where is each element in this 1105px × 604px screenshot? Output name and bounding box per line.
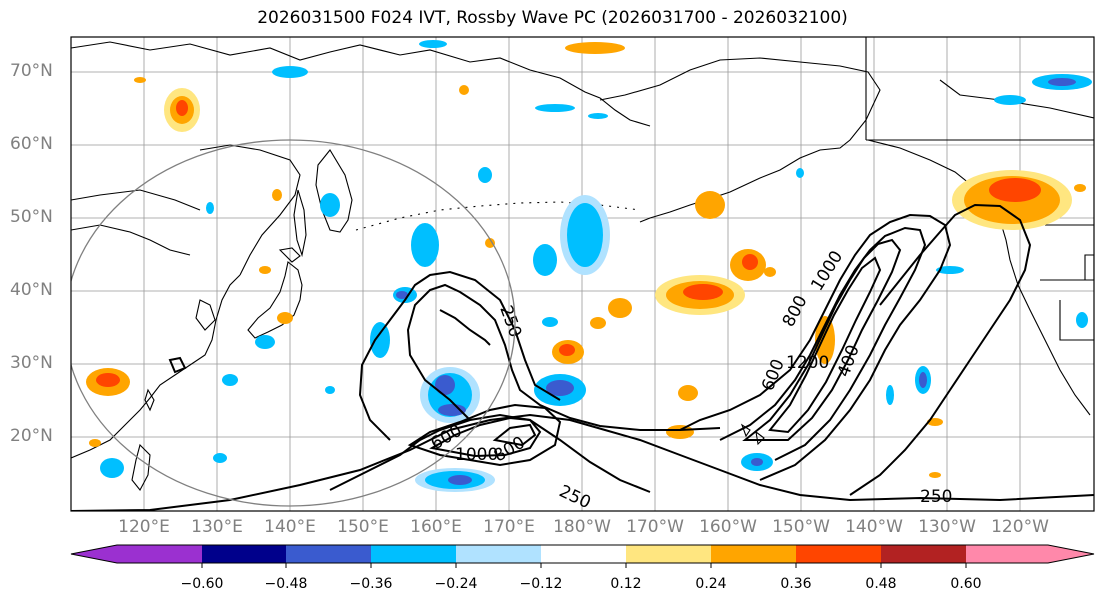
colorbar-segment xyxy=(626,545,712,563)
lon-label: 140°E xyxy=(264,517,316,537)
lon-label: 180°W xyxy=(553,517,611,537)
lon-label: 150°W xyxy=(772,517,830,537)
colorbar-segment xyxy=(966,545,1048,563)
map-frame xyxy=(70,36,1095,512)
contour-label: 1000 xyxy=(455,445,498,465)
colorbar-tick-label: −0.24 xyxy=(434,576,478,592)
lat-label: 50°N xyxy=(10,207,53,227)
colorbar-tick-label: −0.60 xyxy=(180,576,224,592)
lat-label: 40°N xyxy=(10,280,53,300)
colorbar-extend-min xyxy=(71,545,117,563)
contour-label: 1200 xyxy=(786,353,829,373)
lon-label: 150°E xyxy=(337,517,389,537)
colorbar-segment xyxy=(371,545,457,563)
colorbar-tick-label: 0.24 xyxy=(695,576,727,592)
colorbar-tick-label: 0.12 xyxy=(610,576,642,592)
lat-label: 60°N xyxy=(10,134,53,154)
ivt-positive-shading xyxy=(86,42,1086,478)
colorbar-segment xyxy=(286,545,372,563)
lon-label: 170°E xyxy=(483,517,535,537)
lon-label: 170°W xyxy=(626,517,684,537)
lon-label: 160°E xyxy=(410,517,462,537)
colorbar-segment xyxy=(796,545,882,563)
map-title: 2026031500 F024 IVT, Rossby Wave PC (202… xyxy=(257,8,848,28)
lat-label: 30°N xyxy=(10,353,53,373)
colorbar-outline xyxy=(70,544,1095,564)
lon-label: 160°W xyxy=(699,517,757,537)
lon-label: 130°E xyxy=(191,517,243,537)
reference-circle xyxy=(71,139,516,507)
colorbar-tick-label: 0.48 xyxy=(865,576,897,592)
lat-label: 20°N xyxy=(10,426,53,446)
lon-label: 120°W xyxy=(991,517,1049,537)
colorbar-tick-label: 0.36 xyxy=(780,576,812,592)
lon-label: 120°E xyxy=(118,517,170,537)
rossby-contours xyxy=(71,203,1094,511)
colorbar-segment xyxy=(541,545,627,563)
colorbar-tick-label: −0.48 xyxy=(264,576,308,592)
colorbar-tick-label: −0.36 xyxy=(349,576,393,592)
colorbar-segment xyxy=(202,545,287,563)
ivt-negative-shading xyxy=(100,40,1092,492)
lat-label: 70°N xyxy=(10,61,53,81)
colorbar xyxy=(70,544,1095,568)
lon-label: 130°W xyxy=(918,517,976,537)
lon-label: 140°W xyxy=(845,517,903,537)
colorbar-segment xyxy=(456,545,542,563)
colorbar-segment xyxy=(881,545,967,563)
colorbar-segment xyxy=(711,545,797,563)
colorbar-tick-label: 0.60 xyxy=(950,576,982,592)
contour-label: 250 xyxy=(920,487,952,507)
colorbar-extend-max xyxy=(1048,545,1094,563)
colorbar-tick-label: −0.12 xyxy=(519,576,563,592)
colorbar-segment xyxy=(117,545,203,563)
graticule xyxy=(71,37,1094,511)
